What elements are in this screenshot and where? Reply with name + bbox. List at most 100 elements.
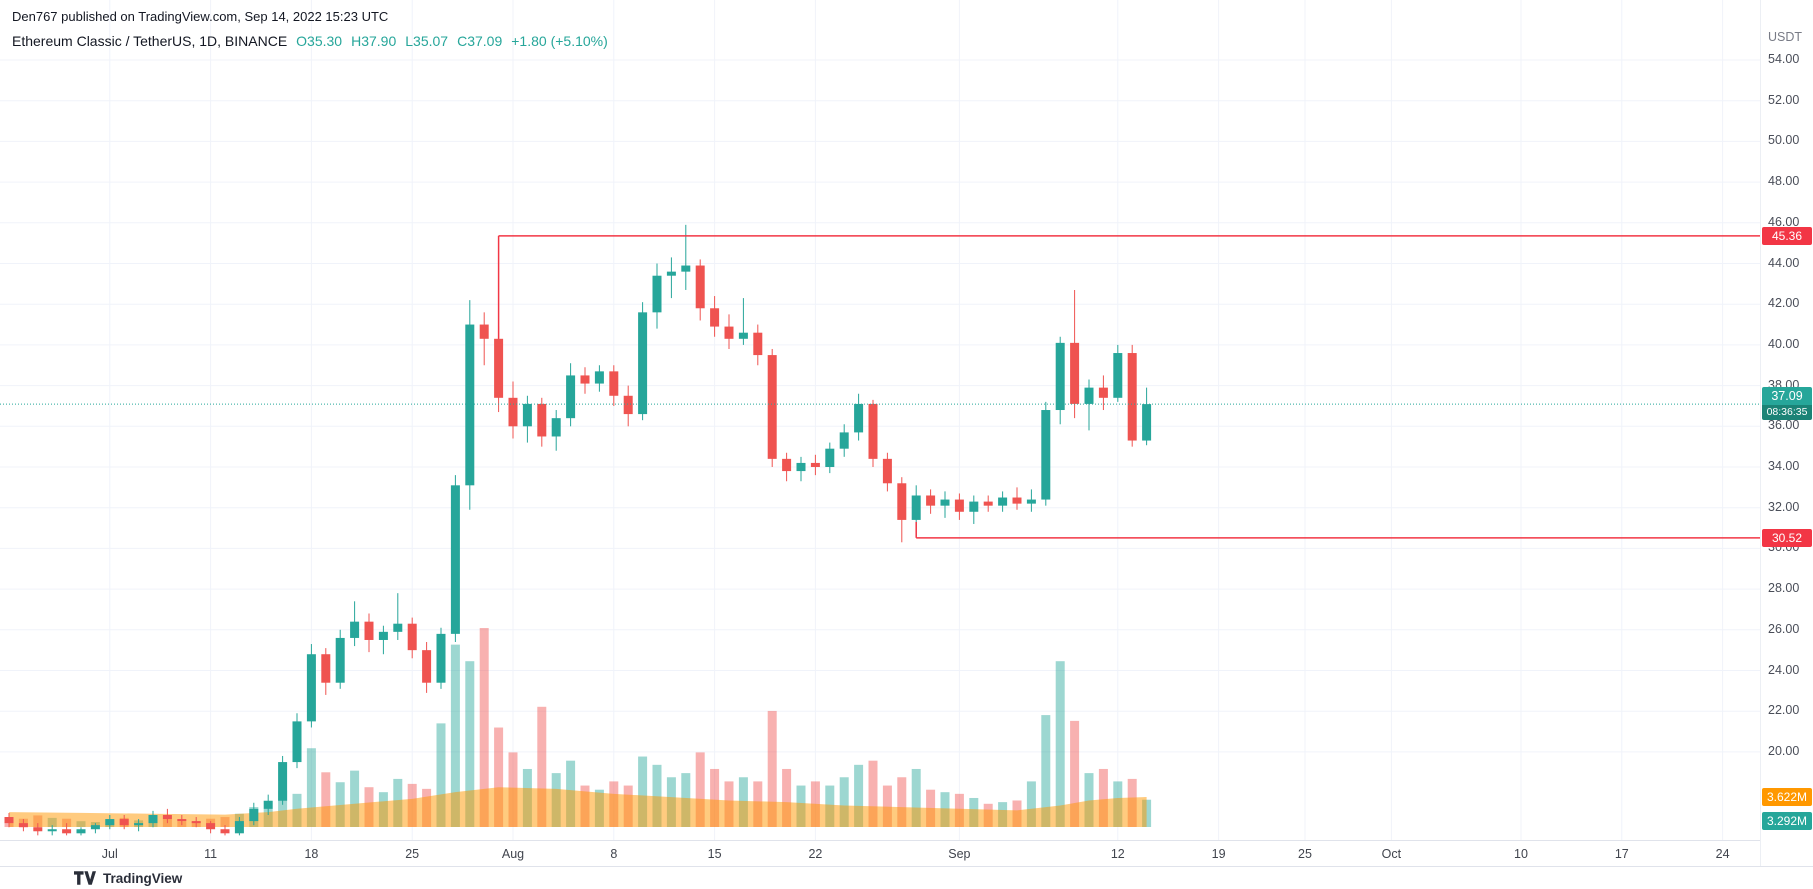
- candle[interactable]: [465, 300, 475, 510]
- candle[interactable]: [306, 644, 316, 728]
- candle[interactable]: [450, 475, 460, 643]
- candle[interactable]: [4, 812, 14, 828]
- volume-bar[interactable]: [321, 772, 331, 827]
- candle[interactable]: [897, 477, 907, 543]
- candle[interactable]: [681, 224, 691, 290]
- candle[interactable]: [537, 397, 547, 447]
- candle[interactable]: [321, 648, 331, 695]
- volume-bar[interactable]: [652, 764, 662, 827]
- volume-bar[interactable]: [350, 770, 360, 827]
- candlestick-chart[interactable]: [0, 0, 1760, 866]
- candle[interactable]: [753, 324, 763, 366]
- candle[interactable]: [854, 393, 864, 441]
- candle[interactable]: [206, 821, 216, 834]
- candle[interactable]: [119, 814, 129, 830]
- volume-bar[interactable]: [839, 777, 849, 827]
- candle[interactable]: [969, 495, 979, 524]
- volume-bar[interactable]: [436, 723, 446, 827]
- candle[interactable]: [1113, 344, 1123, 402]
- candle[interactable]: [378, 625, 388, 655]
- volume-bar[interactable]: [911, 768, 921, 827]
- candle[interactable]: [105, 814, 115, 830]
- volume-bar[interactable]: [479, 628, 489, 827]
- candle[interactable]: [767, 348, 777, 467]
- candle[interactable]: [76, 827, 86, 836]
- candle[interactable]: [1098, 375, 1108, 411]
- candle[interactable]: [825, 442, 835, 474]
- candle[interactable]: [1070, 289, 1080, 419]
- candle[interactable]: [278, 755, 288, 805]
- candle[interactable]: [580, 367, 590, 394]
- time-axis[interactable]: Jul 11 18 25 Aug 8 15 22 Sep 12 19 25 Oct 10 17 24: [0, 840, 1760, 867]
- candle[interactable]: [724, 314, 734, 349]
- volume-bar[interactable]: [450, 644, 460, 827]
- candle[interactable]: [983, 495, 993, 512]
- candle[interactable]: [393, 593, 403, 640]
- candle[interactable]: [623, 385, 633, 427]
- candle[interactable]: [1026, 489, 1036, 512]
- volume-bar[interactable]: [494, 727, 504, 827]
- candle[interactable]: [90, 823, 100, 834]
- candle[interactable]: [18, 819, 28, 832]
- volume-bar[interactable]: [710, 768, 720, 827]
- candle[interactable]: [868, 399, 878, 467]
- symbol-title[interactable]: Ethereum Classic / TetherUS, 1D, BINANCE: [12, 33, 288, 49]
- candle[interactable]: [652, 263, 662, 329]
- candle[interactable]: [926, 489, 936, 514]
- volume-bar[interactable]: [897, 777, 907, 827]
- candle[interactable]: [522, 395, 532, 443]
- candle[interactable]: [62, 823, 72, 836]
- candle[interactable]: [177, 814, 187, 826]
- candle[interactable]: [551, 410, 561, 451]
- candle[interactable]: [566, 363, 576, 427]
- volume-bar[interactable]: [1098, 768, 1108, 827]
- candle[interactable]: [782, 452, 792, 482]
- candle[interactable]: [796, 456, 806, 482]
- candle[interactable]: [940, 491, 950, 518]
- candle[interactable]: [249, 802, 259, 826]
- candle[interactable]: [738, 298, 748, 345]
- candle[interactable]: [494, 326, 504, 413]
- candle[interactable]: [220, 825, 230, 836]
- volume-bar[interactable]: [335, 782, 345, 827]
- volume-bar[interactable]: [882, 785, 892, 827]
- candle[interactable]: [263, 794, 273, 815]
- candle[interactable]: [594, 365, 604, 392]
- candle[interactable]: [998, 491, 1008, 512]
- candle[interactable]: [882, 452, 892, 492]
- volume-bar[interactable]: [465, 661, 475, 827]
- candle[interactable]: [479, 312, 489, 366]
- volume-bar[interactable]: [695, 752, 705, 827]
- candle[interactable]: [638, 302, 648, 421]
- candle[interactable]: [666, 257, 676, 299]
- candle[interactable]: [839, 424, 849, 457]
- volume-bar[interactable]: [638, 756, 648, 827]
- candle[interactable]: [407, 617, 417, 659]
- volume-bar[interactable]: [537, 706, 547, 827]
- volume-bar[interactable]: [1026, 781, 1036, 827]
- candle[interactable]: [710, 296, 720, 337]
- candle[interactable]: [134, 819, 144, 832]
- candle[interactable]: [436, 627, 446, 689]
- candle[interactable]: [1055, 336, 1065, 425]
- volume-bar[interactable]: [1041, 715, 1051, 827]
- candle[interactable]: [148, 810, 158, 828]
- candle[interactable]: [1012, 487, 1022, 510]
- candle[interactable]: [33, 823, 43, 836]
- candle[interactable]: [422, 642, 432, 693]
- candle[interactable]: [1127, 344, 1137, 447]
- candle[interactable]: [609, 365, 619, 406]
- volume-bar[interactable]: [854, 764, 864, 827]
- candle[interactable]: [292, 713, 302, 769]
- volume-bar[interactable]: [1084, 773, 1094, 827]
- candle[interactable]: [335, 629, 345, 689]
- candle[interactable]: [1142, 387, 1152, 446]
- tradingview-brand[interactable]: TradingView: [103, 870, 183, 886]
- volume-bar[interactable]: [1070, 720, 1080, 827]
- candle[interactable]: [234, 817, 244, 836]
- candle[interactable]: [508, 381, 518, 439]
- candle[interactable]: [1041, 401, 1051, 506]
- candle[interactable]: [47, 825, 57, 836]
- volume-bar[interactable]: [1055, 661, 1065, 827]
- volume-bar[interactable]: [278, 790, 288, 827]
